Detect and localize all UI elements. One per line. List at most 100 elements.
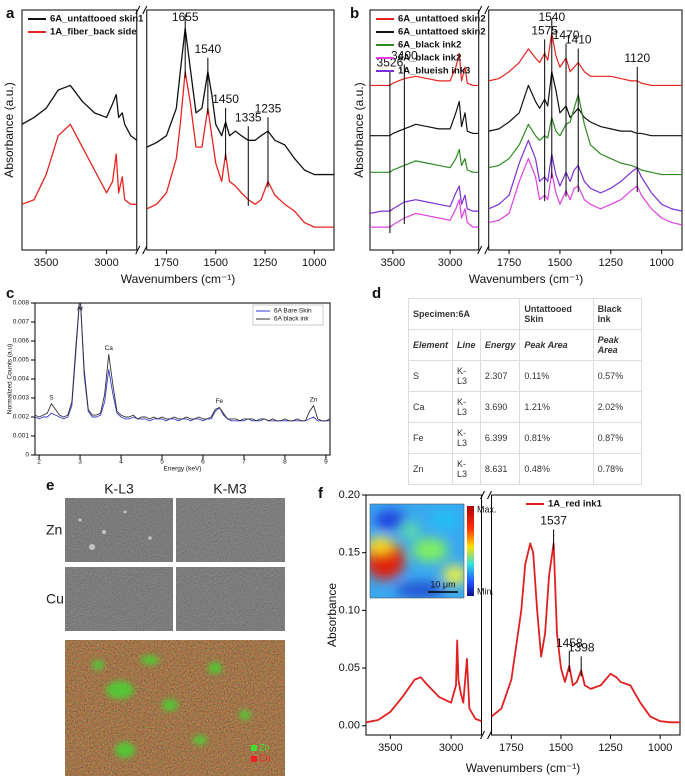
y-axis-label: Absorbance (a.u.)	[2, 82, 16, 177]
peak-label: 1540	[195, 42, 222, 56]
column-header: Element	[407, 329, 454, 361]
x-tick-label: 3000	[439, 742, 463, 754]
x-tick-label: 1250	[253, 257, 277, 269]
table: Specimen:6A Untattooed Skin Black Ink El…	[407, 298, 643, 485]
legend-label: 6A_untattooed skin1	[50, 14, 144, 25]
peak-label: 1458	[556, 636, 583, 650]
inset-map: 10 μm Max. Min.	[369, 503, 497, 599]
series-line	[370, 199, 479, 228]
legend-swatch	[251, 745, 257, 751]
table-cell: Zn	[407, 453, 454, 485]
plot-frame	[488, 9, 683, 251]
peak-label: 1120	[624, 51, 650, 65]
legend-label: 1A_fiber_back side	[50, 27, 137, 38]
y-tick-label: 0.15	[339, 547, 360, 559]
peak-label: 1540	[538, 10, 565, 24]
table-cell: 6.399	[479, 422, 521, 454]
peak-label: Ar	[77, 306, 84, 313]
column-header: Peak Area	[592, 329, 643, 361]
peak-label: 1398	[568, 641, 595, 655]
axis-break	[480, 490, 485, 500]
x-tick-label: 1250	[599, 257, 623, 269]
eds-maps: K-L3 K-M3 Zn Cu Zn Cu	[46, 481, 285, 776]
y-tick-label: 0.007	[13, 319, 30, 326]
y-tick-label: 0.003	[13, 395, 30, 402]
table-cell: 0.11%	[519, 360, 594, 392]
table-cell: 1.21%	[519, 391, 594, 423]
y-tick-label: 0.002	[13, 414, 30, 421]
x-tick-label: 9	[324, 459, 328, 466]
x-tick-label: 6	[201, 459, 205, 466]
series-line	[370, 100, 479, 137]
map-noise	[65, 567, 173, 631]
table-cell: 2.02%	[592, 391, 643, 423]
x-tick-label: 1500	[548, 257, 572, 269]
row-label: Zn	[46, 522, 62, 538]
series-line	[370, 52, 479, 87]
series-line	[488, 93, 682, 176]
map-noise	[65, 498, 173, 562]
x-tick-label: 1750	[497, 257, 521, 269]
peak-label: 1655	[172, 10, 199, 24]
series-line	[22, 84, 137, 141]
table-header: Untattooed Skin	[519, 298, 594, 330]
series-line	[370, 148, 479, 173]
map-noise	[176, 567, 285, 631]
y-tick-label: 0.10	[339, 604, 360, 616]
plot-frame	[21, 9, 138, 251]
panel-letter: f	[318, 485, 324, 502]
panel-letter: c	[6, 285, 14, 302]
axis-break	[142, 245, 148, 255]
axis-break	[135, 5, 141, 15]
plot-frame	[146, 9, 335, 251]
y-tick-label: 0.006	[13, 338, 30, 345]
column-header: Energy	[479, 329, 521, 361]
table-row: Fe K-L3 6.399 0.81% 0.87%	[407, 422, 643, 454]
x-tick-label: 1750	[499, 742, 523, 754]
x-tick-label: 1000	[302, 257, 326, 269]
series-line	[146, 71, 334, 228]
series-line	[488, 32, 682, 87]
x-tick-label: 1000	[649, 257, 673, 269]
legend-label: 6A_untattoed skin2	[398, 27, 486, 38]
table-cell: K-L3	[452, 360, 481, 392]
x-tick-label: 3	[78, 459, 82, 466]
plot-frame	[369, 9, 480, 251]
table-cell: 2.307	[479, 360, 521, 392]
x-tick-label: 3000	[94, 257, 118, 269]
table-cell: Fe	[407, 422, 454, 454]
table-row: Element Line Energy Peak Area Peak Area	[407, 329, 643, 361]
legend-box	[252, 304, 324, 326]
axis-break	[135, 245, 141, 255]
x-tick-label: 1000	[648, 742, 672, 754]
legend-label: 6A black ink	[274, 316, 309, 323]
axis-break	[487, 490, 492, 500]
table-cell: 0.48%	[519, 453, 594, 485]
peak-label: Zn	[310, 396, 318, 403]
plot-frame	[34, 302, 331, 456]
series-line	[491, 542, 680, 724]
map-spots	[78, 510, 152, 550]
table-cell: 3.690	[479, 391, 521, 423]
axis-break	[477, 245, 483, 255]
table-cell: Ca	[407, 391, 454, 423]
legend-swatch	[251, 756, 257, 762]
x-tick-label: 3000	[438, 257, 462, 269]
plot-frame	[491, 494, 681, 736]
x-tick-label: 7	[242, 459, 246, 466]
panel-letter: a	[6, 5, 15, 22]
x-tick-label: 5	[160, 459, 164, 466]
x-axis-label: Energy (keV)	[164, 466, 202, 473]
plot-frame	[365, 494, 483, 736]
inset-border	[369, 503, 465, 599]
peak-label: 1410	[565, 33, 592, 47]
x-tick-label: 4	[119, 459, 123, 466]
table-cell: 0.78%	[592, 453, 643, 485]
y-tick-label: 0.001	[13, 433, 30, 440]
table-cell: 0.87%	[592, 422, 643, 454]
table-cell: S	[407, 360, 454, 392]
colorbar-max: Max.	[477, 504, 497, 514]
overlay-spots	[92, 655, 251, 758]
axis-break	[477, 5, 483, 15]
